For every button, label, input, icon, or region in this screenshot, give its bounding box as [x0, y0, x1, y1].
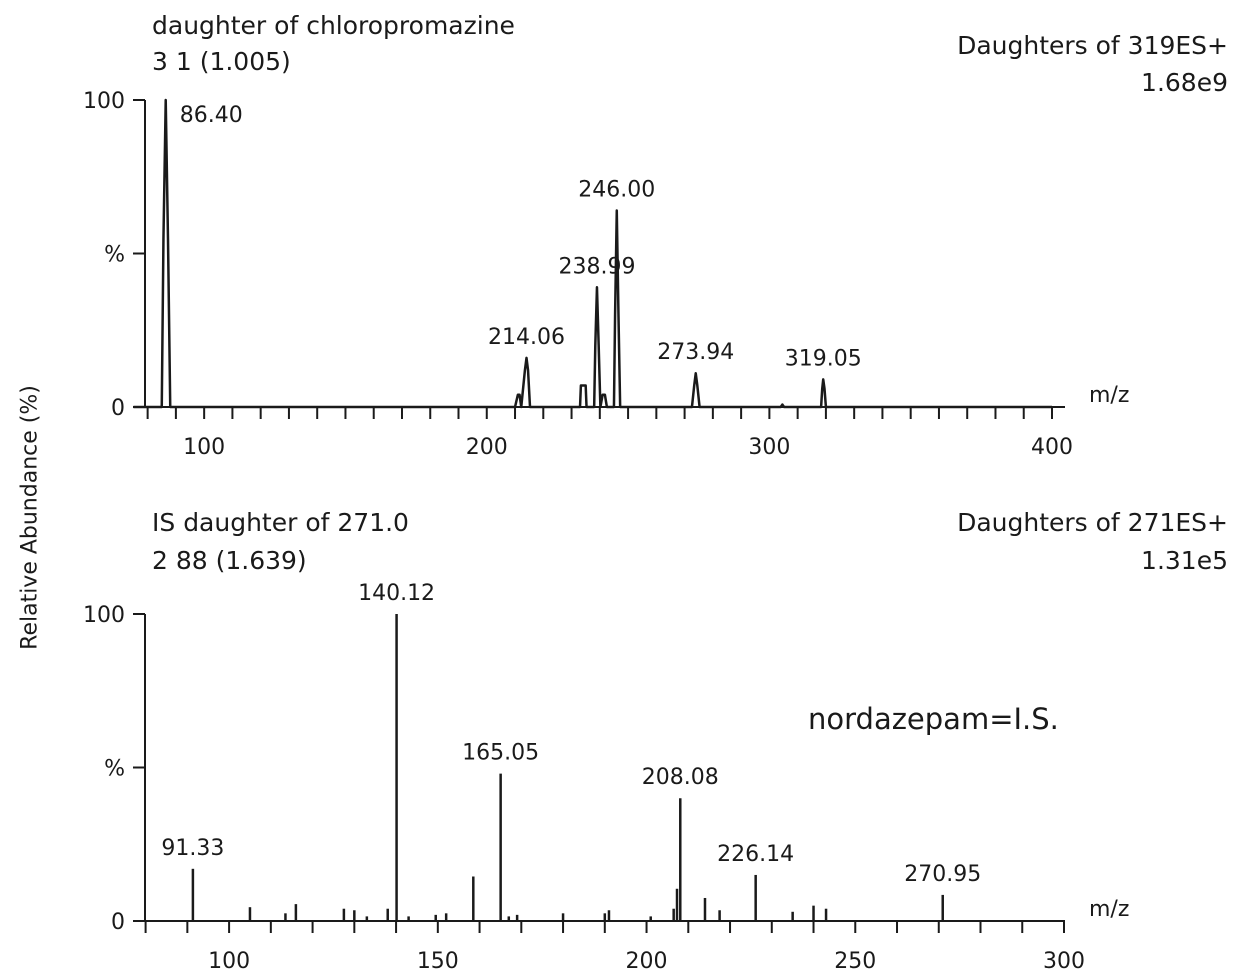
peak-label: 140.12 — [358, 581, 435, 606]
y-tick-label: 0 — [111, 396, 125, 421]
panel1-scan-label: Daughters of 319ES+ — [957, 31, 1228, 60]
peak-label: 270.95 — [904, 862, 981, 887]
x-tick-label: 200 — [466, 435, 508, 460]
y-tick-label: % — [104, 757, 125, 782]
x-tick-label: 100 — [208, 949, 250, 974]
peak-label: 214.06 — [488, 325, 565, 350]
panel1-chart: 0% 100 100 200 300 400 m/z 86.40 214.06 238.99 246… — [83, 89, 1129, 460]
x-tick-label: 300 — [748, 435, 790, 460]
x-tick-label: 200 — [626, 949, 668, 974]
y-tick-label: % — [104, 243, 125, 268]
panel1-intensity: 1.68e9 — [1141, 68, 1228, 97]
peak-label: 91.33 — [161, 836, 224, 861]
spectrum-trace — [133, 98, 1052, 409]
peak-label: 86.40 — [180, 103, 243, 128]
panel1-title: daughter of chloropromazine — [152, 11, 515, 40]
panel2-scan-label: Daughters of 271ES+ — [957, 508, 1228, 537]
panel2-chart: 0% 100 100 150 200 250 300 m/z 91.33 140.12 165.05… — [83, 581, 1129, 974]
x-axis-label: m/z — [1089, 897, 1129, 922]
x-tick-label: 300 — [1043, 949, 1085, 974]
peak-label: 208.08 — [642, 765, 719, 790]
panel1-subtitle: 3 1 (1.005) — [152, 47, 291, 76]
x-tick-label: 400 — [1031, 435, 1073, 460]
panel2-subtitle: 2 88 (1.639) — [152, 546, 307, 575]
peak-label: 226.14 — [717, 842, 794, 867]
peak-label: 165.05 — [462, 741, 539, 766]
internal-standard-note: nordazepam=I.S. — [808, 702, 1059, 736]
x-tick-label: 250 — [834, 949, 876, 974]
panel2-title: IS daughter of 271.0 — [152, 508, 409, 537]
peak-label: 273.94 — [657, 340, 734, 365]
x-axis-label: m/z — [1089, 383, 1129, 408]
x-tick-label: 150 — [417, 949, 459, 974]
peak-label: 238.99 — [558, 254, 635, 279]
peak-label: 246.00 — [578, 178, 655, 203]
peak-label: 319.05 — [785, 346, 862, 371]
x-tick-label: 100 — [183, 435, 225, 460]
panel2-intensity: 1.31e5 — [1141, 546, 1228, 575]
y-tick-label: 0 — [111, 910, 125, 935]
y-tick-label: 100 — [83, 603, 125, 628]
y-tick-label: 100 — [83, 89, 125, 114]
